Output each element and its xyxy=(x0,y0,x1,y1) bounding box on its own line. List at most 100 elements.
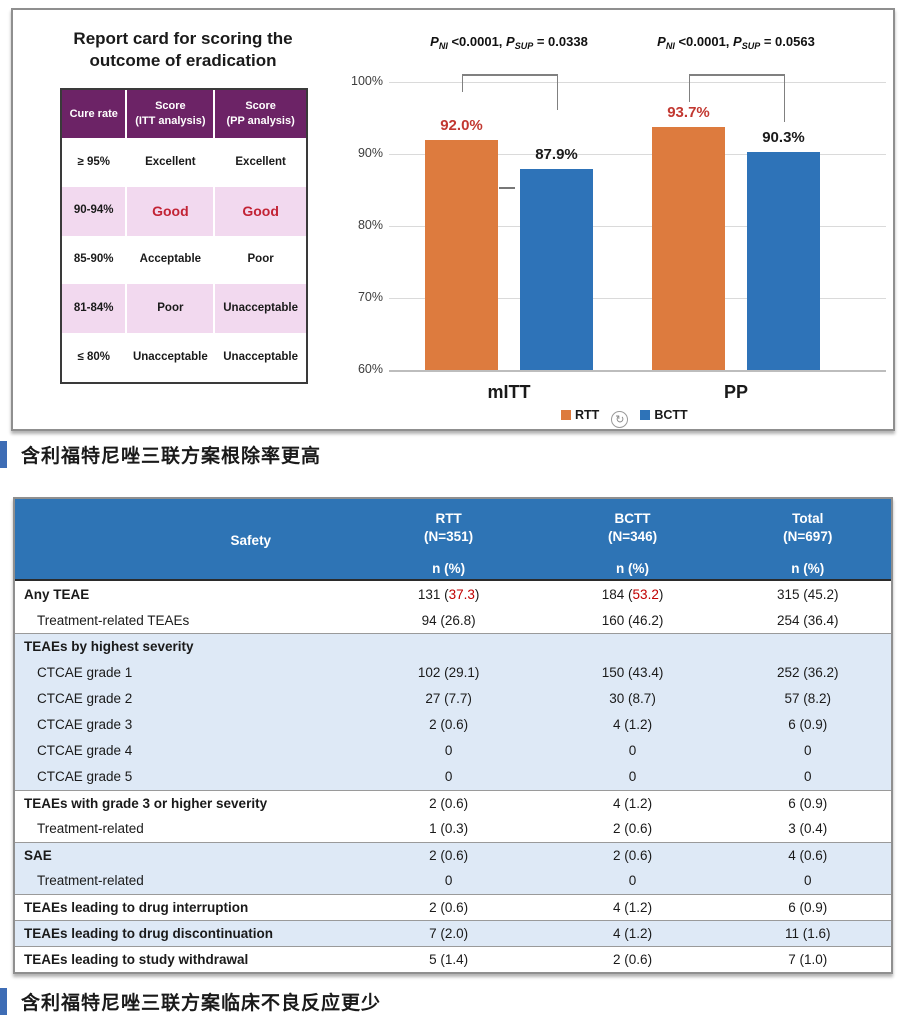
report-card-table-body: ≥ 95% Excellent Excellent 90-94% Good Good 85-… xyxy=(62,138,306,382)
percentage: 0.3 xyxy=(444,821,464,837)
cell: 6 (0.9) xyxy=(788,899,828,915)
cell: 1 (0.3) xyxy=(429,821,469,837)
percentage: 1.2 xyxy=(628,899,648,915)
cure-rate-bar-chart: 100% 90% 80% 70% 60% 92.0% 93.7% 87.9% 90.3% PNI … xyxy=(13,10,897,433)
percentage: 36.2 xyxy=(807,664,835,680)
p-value-text: <0.0001, xyxy=(674,34,734,49)
column-header-total: Total (N=697) xyxy=(725,499,891,557)
percentage: 1.2 xyxy=(628,925,648,941)
cell: 4 (1.2) xyxy=(613,716,653,732)
row-label: CTCAE grade 2 xyxy=(37,690,133,706)
unit-label-bctt: n (%) xyxy=(616,560,650,576)
column-n: (N=351) xyxy=(424,529,474,544)
percentage: 46.2 xyxy=(632,612,659,628)
percentage: 1.2 xyxy=(628,716,648,732)
gridline xyxy=(389,154,886,155)
bar-rtt-pp xyxy=(652,127,725,370)
report-card-cell: Good xyxy=(125,186,213,236)
safety-table-body: Any TEAE 131 (37.3) 184 (53.2) 315 (45.2) Tr… xyxy=(15,581,891,972)
header-spacer xyxy=(15,557,357,581)
caption-eradication: 含利福特尼唑三联方案根除率更高 xyxy=(0,441,321,468)
percentage: 2.0 xyxy=(444,925,464,941)
row-label: SAE xyxy=(24,847,52,863)
caption-text-eradication: 含利福特尼唑三联方案根除率更高 xyxy=(21,446,322,467)
p-value-text: NI xyxy=(438,41,448,51)
report-card-cell: Acceptable xyxy=(125,235,213,285)
p-value-text: P xyxy=(657,34,666,49)
row-label: TEAEs leading to study withdrawal xyxy=(24,951,249,967)
table-row: CTCAE grade 4 0 0 0 xyxy=(15,737,891,764)
report-card-cell: 90-94% xyxy=(73,204,114,217)
highlighted-percentage: 53.2 xyxy=(632,586,659,602)
cell: 252 (36.2) xyxy=(776,664,839,680)
column-n: (N=697) xyxy=(783,529,833,544)
report-card-cell: Unacceptable xyxy=(213,333,306,382)
cell: 30 (8.7) xyxy=(609,690,656,706)
percentage: 29.1 xyxy=(448,664,475,680)
cell: 7 (2.0) xyxy=(429,925,469,941)
refresh-icon[interactable]: ↻ xyxy=(611,411,629,428)
percentage: 0.6 xyxy=(628,951,648,967)
p-value-annotation: PNI <0.0001, PSUP = 0.0563 xyxy=(596,34,876,51)
percentage: 1.2 xyxy=(628,795,648,811)
percentage: 8.7 xyxy=(632,690,652,706)
p-value-text: SUP xyxy=(741,41,761,51)
y-axis-tick-label: 90% xyxy=(357,146,383,160)
p-value-text: P xyxy=(506,34,515,49)
cell: 4 (1.2) xyxy=(613,795,653,811)
column-name: RTT xyxy=(435,510,462,526)
p-value-text: = 0.0563 xyxy=(760,34,815,49)
percentage: 7.7 xyxy=(448,690,468,706)
ni-margin-tick xyxy=(499,187,515,189)
row-label: TEAEs leading to drug discontinuation xyxy=(24,925,273,941)
percentage: 0.6 xyxy=(628,847,648,863)
column-header-bctt: BCTT (N=346) xyxy=(541,499,725,557)
cell: 2 (0.6) xyxy=(613,821,653,837)
table-row: TEAEs by highest severity xyxy=(15,633,891,660)
y-axis-tick-label: 60% xyxy=(357,362,383,376)
table-row: 90-94% Good Good xyxy=(62,186,306,236)
bar-value-label: 87.9% xyxy=(535,146,578,164)
table-row: TEAEs leading to drug discontinuation 7 (… xyxy=(15,919,891,946)
legend-item-bctt: BCTT xyxy=(640,408,688,422)
legend-label: BCTT xyxy=(654,408,688,422)
percentage: 36.4 xyxy=(807,612,835,628)
unit-label-total: n (%) xyxy=(791,560,825,576)
percentage: 0.6 xyxy=(628,821,648,837)
percentage: 0.9 xyxy=(803,716,823,732)
comparison-bracket xyxy=(783,74,785,122)
bar-bctt-pp xyxy=(747,151,820,370)
cell: 2 (0.6) xyxy=(429,847,469,863)
cell: 315 (45.2) xyxy=(776,586,839,602)
row-label: Treatment-related xyxy=(37,821,144,837)
report-card-header-cell: Cure rate xyxy=(62,90,125,138)
safety-header-row-units: n (%) n (%) n (%) xyxy=(15,557,891,581)
cell: 150 (43.4) xyxy=(601,664,664,680)
report-card-cell: Excellent xyxy=(213,138,306,187)
cell: 4 (1.2) xyxy=(613,925,653,941)
cell: 2 (0.6) xyxy=(613,951,653,967)
percentage: 8.2 xyxy=(807,690,827,706)
table-row: ≤ 80% Unacceptable Unacceptable xyxy=(62,333,306,382)
cell: 160 (46.2) xyxy=(601,612,664,628)
table-row: 81-84% Poor Unacceptable xyxy=(62,284,306,334)
header-text-line1: Cure rate xyxy=(69,107,118,120)
column-name: BCTT xyxy=(614,510,651,526)
cell: 102 (29.1) xyxy=(417,664,480,680)
caption-text-safety: 含利福特尼唑三联方案临床不良反应更少 xyxy=(21,993,382,1014)
percentage: 0.6 xyxy=(444,716,464,732)
cell: 0 xyxy=(803,742,812,758)
report-card-cell: ≥ 95% xyxy=(77,155,110,168)
cell: 0 xyxy=(444,768,453,784)
table-row: TEAEs leading to drug interruption 2 (0.6… xyxy=(15,893,891,920)
report-card-cell: 85-90% xyxy=(73,253,114,266)
p-value-annotation: PNI <0.0001, PSUP = 0.0338 xyxy=(369,34,649,51)
row-label: TEAEs with grade 3 or higher severity xyxy=(24,795,268,811)
caption-safety: 含利福特尼唑三联方案临床不良反应更少 xyxy=(0,988,381,1015)
cell: 4 (0.6) xyxy=(788,847,828,863)
comparison-bracket xyxy=(556,74,558,110)
percentage: 0.6 xyxy=(444,847,464,863)
cell: 184 (53.2) xyxy=(601,586,664,602)
cell: 11 (1.6) xyxy=(784,925,831,941)
cell: 2 (0.6) xyxy=(429,899,469,915)
